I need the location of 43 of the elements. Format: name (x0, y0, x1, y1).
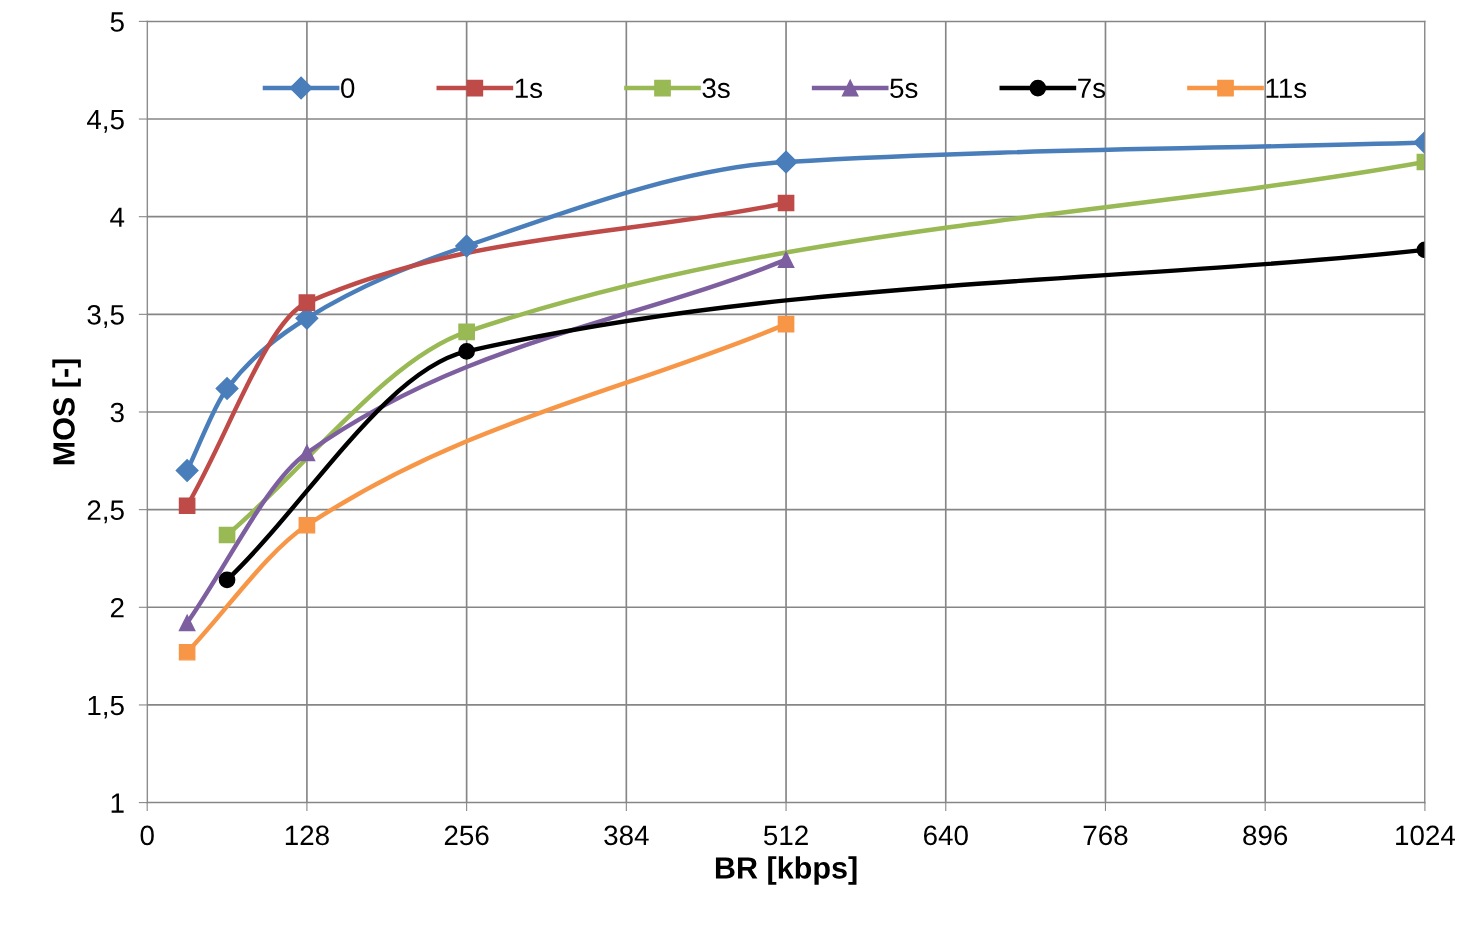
x-tick-label: 384 (604, 825, 649, 846)
x-tick-label: 1024 (1396, 825, 1455, 846)
point (218, 526, 236, 544)
x-axis-title: BR [kbps] (715, 856, 857, 885)
y-tick-label: 3,5 (87, 305, 124, 328)
x-tick-label: 128 (285, 825, 329, 846)
y-tick-label: 5 (110, 12, 124, 32)
x-tick-label: 896 (1243, 825, 1288, 846)
point (458, 323, 475, 341)
y-tick-label: 1 (111, 793, 124, 813)
x-tick-label: 768 (1083, 825, 1128, 846)
x-tick-label: 640 (924, 825, 968, 846)
point (298, 444, 316, 462)
x-tick-label: 0 (140, 825, 154, 846)
y-tick-label: 3 (110, 402, 124, 423)
x-tick-label: 256 (444, 825, 489, 846)
y-tick-label: 1,5 (88, 695, 124, 719)
point (178, 643, 196, 661)
point (777, 315, 795, 333)
point (774, 150, 798, 174)
point (458, 343, 475, 360)
legend-label: 0 (341, 78, 355, 99)
point (218, 571, 236, 589)
legend-label: 11s (1266, 78, 1307, 99)
point (298, 516, 316, 534)
point (777, 251, 795, 268)
point (178, 497, 196, 515)
y-tick-label: 4 (110, 207, 125, 227)
legend-label: 7s (1078, 78, 1106, 99)
point (455, 234, 479, 258)
legend-label: 5s (890, 78, 918, 99)
point (298, 294, 316, 311)
point (215, 377, 239, 401)
legend-label: 3s (702, 78, 730, 99)
x-tick-label: 512 (763, 825, 808, 846)
y-tick-label: 2,5 (87, 500, 124, 524)
point (175, 459, 199, 483)
point (178, 614, 196, 632)
y-axis-title: MOS [-] (52, 359, 81, 465)
y-tick-label: 4,5 (87, 109, 124, 133)
y-tick-label: 2 (110, 597, 124, 618)
point (777, 194, 795, 212)
legend-label: 1s (515, 78, 543, 99)
